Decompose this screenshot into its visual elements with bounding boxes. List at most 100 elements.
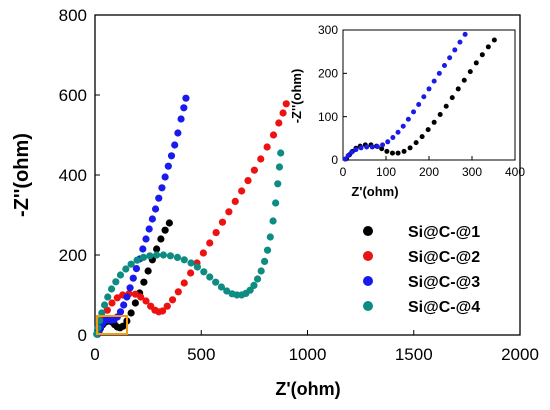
main-point-si-c-3	[182, 94, 190, 102]
main-point-si-c-4	[193, 263, 202, 271]
main-point-si-c-3	[126, 284, 134, 292]
main-point-si-c-1	[153, 245, 161, 253]
main-point-si-c-1	[157, 235, 165, 243]
main-point-si-c-3	[151, 205, 160, 213]
main-point-si-c-4	[146, 252, 154, 260]
main-point-si-c-4	[250, 281, 258, 289]
main-point-si-c-4	[187, 259, 195, 267]
inset-point-si-c-3	[421, 94, 427, 100]
main-point-si-c-1	[144, 267, 152, 275]
main-point-si-c-4	[180, 256, 188, 264]
main-point-si-c-3	[158, 184, 166, 192]
main-point-si-c-1	[131, 299, 139, 307]
main-point-si-c-2	[174, 288, 182, 296]
main-point-si-c-4	[266, 233, 274, 241]
main-point-si-c-2	[158, 307, 167, 315]
main-point-si-c-2	[238, 187, 246, 195]
inset-point-si-c-3	[390, 134, 396, 140]
inset-point-si-c-3	[342, 156, 348, 162]
main-point-si-c-2	[279, 109, 287, 117]
main-x-tick-label: 0	[90, 345, 99, 364]
main-point-si-c-3	[116, 308, 125, 316]
main-point-si-c-3	[174, 129, 182, 137]
inset-point-si-c-1	[413, 140, 419, 146]
inset-y-tick-label: 0	[331, 153, 338, 167]
main-point-si-c-1	[161, 226, 169, 234]
inset-point-si-c-3	[395, 129, 401, 135]
inset-point-si-c-1	[443, 103, 449, 109]
main-point-si-c-4	[257, 267, 265, 275]
main-point-si-c-4	[246, 286, 254, 294]
main-point-si-c-3	[123, 293, 131, 301]
inset-point-si-c-1	[473, 60, 479, 66]
inset-point-si-c-3	[441, 63, 447, 69]
main-point-si-c-2	[187, 269, 195, 277]
main-point-si-c-3	[148, 215, 156, 223]
inset-point-si-c-3	[426, 86, 432, 92]
inset-point-si-c-3	[457, 39, 463, 45]
inset-x-axis-title: Z'(ohm)	[351, 184, 398, 199]
main-point-si-c-1	[119, 322, 127, 330]
main-point-si-c-3	[180, 104, 188, 112]
main-point-si-c-2	[269, 131, 278, 139]
main-point-si-c-3	[177, 115, 185, 123]
inset-point-si-c-1	[467, 69, 473, 75]
main-point-si-c-4	[253, 275, 262, 283]
inset-x-tick-label: 300	[462, 165, 482, 179]
main-point-si-c-4	[104, 293, 112, 301]
inset-point-si-c-1	[384, 148, 390, 154]
main-point-si-c-4	[217, 283, 226, 291]
main-point-si-c-2	[199, 249, 207, 257]
main-point-si-c-4	[272, 199, 280, 207]
main-point-si-c-2	[212, 229, 220, 237]
inset-point-si-c-1	[461, 77, 467, 83]
main-point-si-c-2	[250, 166, 258, 174]
main-point-si-c-2	[282, 100, 290, 108]
main-point-si-c-3	[167, 152, 176, 160]
inset-point-si-c-3	[436, 70, 442, 76]
main-point-si-c-3	[161, 173, 169, 181]
main-point-si-c-2	[163, 302, 171, 310]
main-point-si-c-2	[275, 119, 283, 127]
main-point-si-c-4	[98, 309, 106, 317]
main-x-tick-label: 1000	[289, 345, 327, 364]
inset-y-axis-title: -Z''(ohm)	[289, 69, 304, 124]
main-point-si-c-4	[274, 180, 282, 188]
main-point-si-c-1	[140, 278, 148, 286]
main-y-tick-label: 600	[59, 86, 87, 105]
main-y-tick-label: 0	[78, 326, 87, 345]
main-point-si-c-2	[231, 197, 239, 205]
inset-point-si-c-1	[389, 150, 395, 156]
main-point-si-c-2	[225, 208, 233, 216]
inset-point-si-c-1	[437, 112, 443, 117]
main-point-si-c-4	[263, 246, 272, 254]
inset-point-si-c-1	[425, 127, 431, 133]
main-point-si-c-3	[145, 225, 153, 233]
inset-point-si-c-3	[431, 78, 437, 84]
main-point-si-c-2	[142, 297, 150, 305]
inset-y-tick-label: 300	[318, 23, 338, 37]
inset-point-si-c-3	[400, 123, 406, 129]
inset-point-si-c-3	[353, 147, 359, 153]
main-point-si-c-3	[139, 245, 147, 253]
inset-point-si-c-3	[374, 144, 380, 150]
inset-point-si-c-3	[364, 144, 370, 150]
main-point-si-c-3	[129, 274, 137, 282]
main-point-si-c-1	[127, 309, 135, 317]
main-point-si-c-2	[108, 299, 116, 307]
main-point-si-c-3	[155, 194, 163, 202]
inset-point-si-c-3	[345, 153, 351, 159]
main-point-si-c-2	[244, 177, 252, 185]
main-point-si-c-4	[275, 163, 284, 171]
inset-point-si-c-3	[452, 47, 458, 53]
main-x-tick-label: 500	[187, 345, 215, 364]
zoom-region-box	[96, 315, 128, 335]
legend-label-si-c-2: Si@C-@2	[408, 249, 480, 266]
main-point-si-c-4	[159, 251, 168, 259]
main-point-si-c-2	[206, 239, 214, 247]
main-point-si-c-4	[166, 252, 175, 260]
main-point-si-c-4	[173, 253, 182, 261]
inset-point-si-c-1	[491, 37, 497, 43]
